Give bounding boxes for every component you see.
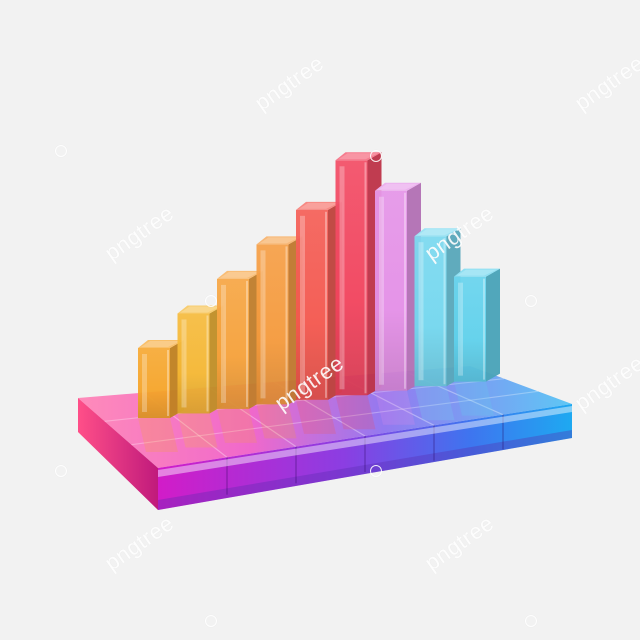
bar-9 <box>454 268 500 382</box>
bar-edge-highlight <box>443 238 446 385</box>
bar-top-highlight <box>180 306 221 313</box>
bar-top-highlight <box>378 183 418 190</box>
bar-edge-highlight <box>325 211 327 398</box>
bar-reflection <box>177 413 218 448</box>
bar-edge-highlight <box>167 350 169 416</box>
bar-gloss <box>300 215 305 394</box>
bar-gloss <box>379 196 384 385</box>
bar-front <box>414 236 447 387</box>
bar-front <box>256 244 289 405</box>
bar-top-highlight <box>220 271 260 278</box>
copyright-icon <box>55 465 67 477</box>
bar-reflection <box>296 399 336 434</box>
copyright-icon <box>205 295 217 307</box>
bar-top-highlight <box>141 341 181 347</box>
bar-reflection <box>414 386 455 421</box>
bar-2 <box>177 305 224 414</box>
bar-front <box>296 209 328 400</box>
reflection-layer <box>138 381 494 452</box>
bar-side <box>486 268 500 382</box>
bar-front <box>335 160 368 396</box>
bar-reflection <box>256 404 297 439</box>
bar-edge-highlight <box>285 246 288 403</box>
copyright-icon <box>525 615 537 627</box>
bar-top-highlight <box>299 202 339 209</box>
base-bottom-edge <box>158 430 572 510</box>
bar-front <box>217 278 249 409</box>
bar-gloss <box>142 354 147 412</box>
bar-gloss <box>458 282 463 376</box>
bar-8 <box>414 228 461 387</box>
copyright-icon <box>55 145 67 157</box>
bar-gloss <box>181 319 187 408</box>
bar-gloss <box>418 242 424 381</box>
bar-reflection <box>217 408 257 443</box>
bar-gloss <box>260 250 266 399</box>
copyright-icon <box>370 150 382 162</box>
copyright-icon <box>525 295 537 307</box>
bar-6 <box>335 152 382 396</box>
copyright-icon <box>370 465 382 477</box>
bar-edge-highlight <box>483 278 485 380</box>
bar-gloss <box>339 166 345 390</box>
bar-7 <box>375 182 421 391</box>
bar-reflection <box>335 395 376 430</box>
bar-group <box>138 152 500 418</box>
bar-front <box>375 190 407 391</box>
bar-reflection <box>375 390 415 425</box>
bar-top-highlight <box>457 269 497 276</box>
base-front-face <box>158 404 572 510</box>
base-left-face <box>78 398 158 510</box>
bar-reflection <box>138 418 178 452</box>
bar-edge-highlight <box>246 280 248 407</box>
bar-front <box>138 348 170 418</box>
bar-gloss <box>221 284 226 403</box>
bar-edge-highlight <box>404 192 406 389</box>
bar-edge-highlight <box>364 162 367 394</box>
bar-front <box>454 276 486 382</box>
bar-top-highlight <box>259 237 300 244</box>
bar-reflection <box>454 381 494 416</box>
bar-front <box>177 313 210 414</box>
bar-edge-highlight <box>206 315 209 412</box>
bar-3 <box>217 270 263 409</box>
bar-top-highlight <box>338 153 379 160</box>
bar-1 <box>138 340 184 418</box>
base-front-highlight <box>158 406 572 477</box>
base-tile-line <box>131 390 539 446</box>
bar-top-highlight <box>417 229 458 236</box>
copyright-icon <box>205 615 217 627</box>
